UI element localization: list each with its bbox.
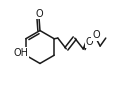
Text: O: O	[92, 30, 100, 40]
Text: OH: OH	[13, 48, 28, 58]
Text: O: O	[86, 37, 93, 47]
Text: O: O	[35, 9, 43, 19]
